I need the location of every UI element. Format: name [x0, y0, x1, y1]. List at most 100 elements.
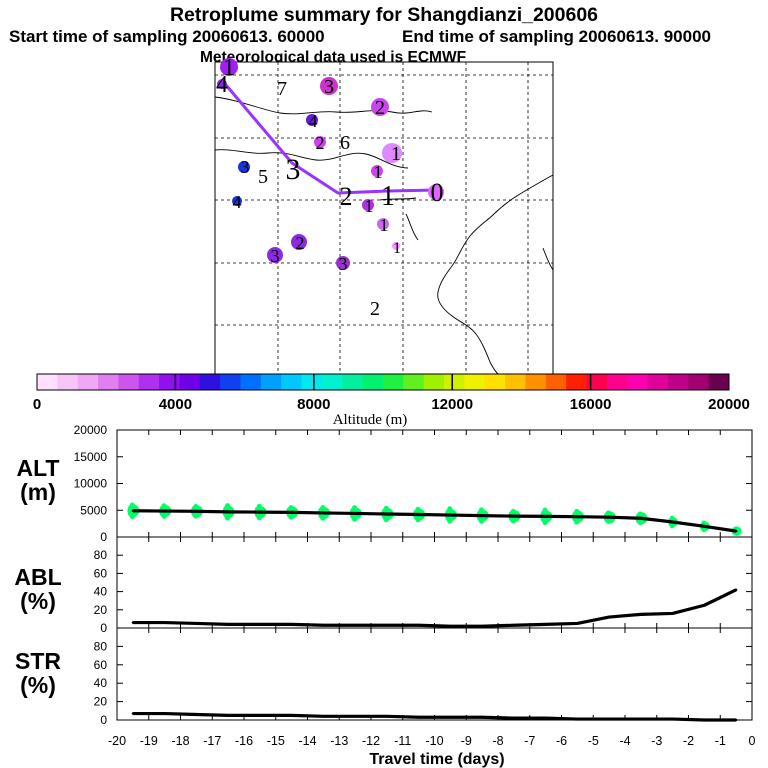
data-point [131, 509, 135, 512]
colorbar-cell [627, 374, 648, 390]
data-point [385, 512, 389, 516]
colorbar-cell [464, 374, 486, 390]
data-point [131, 712, 135, 715]
data-point [639, 613, 643, 616]
data-point [322, 624, 325, 627]
map-marker: 2 [370, 298, 380, 320]
data-point [544, 716, 547, 720]
alt-scatter-point [320, 505, 326, 511]
x-axis: -20 -19 -18 -17 -16 -15 -14 -13 -12 -11 -10 -9 -8 -7-… [108, 734, 756, 748]
y-tick-label: 0 [100, 530, 107, 544]
colorbar-cell [321, 374, 343, 390]
data-point [322, 715, 325, 718]
x-tick-label: -3 [651, 734, 662, 748]
map-marker: 3 [238, 157, 250, 177]
svg-text:4: 4 [216, 72, 228, 98]
y-tick-label: 20 [94, 695, 108, 709]
svg-text:4: 4 [309, 111, 318, 131]
map-marker: 6 [340, 132, 350, 154]
alt-panel: 20000 15000 10000 5000 0 [74, 423, 753, 544]
map-marker: 2 [371, 97, 389, 119]
y-tick-label: 15000 [74, 450, 108, 464]
y-tick-label: 80 [94, 548, 108, 562]
x-tick-label: -18 [171, 734, 189, 748]
alt-scatter-point [447, 506, 453, 512]
map-marker: 5 [258, 166, 268, 188]
map-marker: 4 [232, 192, 242, 212]
colorbar-cell [403, 374, 425, 390]
svg-text:1: 1 [223, 55, 235, 81]
colorbar-tick-label: 20000 [708, 396, 750, 413]
x-tick-label: -9 [461, 734, 472, 748]
end-time-text: End time of sampling 20060613. 90000 [402, 27, 711, 46]
altitude-colorbar: 0 4000 8000 12000 16000 20000 Altitude (m) [33, 373, 750, 428]
colorbar-cell [159, 374, 180, 390]
svg-text:1: 1 [374, 162, 383, 182]
str-ylabel-unit: (%) [20, 672, 56, 698]
data-point [544, 515, 547, 518]
trajectory-map: 1 4 7 3 2 4 2 6 1 3 5 3 1 2 1 0 4 1 1 2 … [214, 55, 554, 375]
svg-text:4: 4 [233, 192, 242, 212]
alt-scatter-point [574, 508, 580, 514]
alt-scatter-point [637, 511, 643, 517]
map-markers: 1 4 7 3 2 4 2 6 1 3 5 3 1 2 1 0 4 1 1 2 … [216, 55, 444, 320]
data-point [417, 624, 420, 627]
data-point [671, 612, 674, 615]
data-point [703, 604, 706, 607]
alt-scatter-point [479, 507, 485, 513]
alt-scatter-point [193, 504, 199, 510]
svg-text:1: 1 [380, 215, 389, 235]
x-tick-label: -6 [556, 734, 567, 748]
svg-text:1: 1 [365, 196, 374, 216]
svg-text:0: 0 [431, 178, 444, 207]
colorbar-cell [260, 374, 282, 390]
colorbar-tick-label: 0 [33, 396, 41, 413]
data-point [385, 624, 389, 627]
map-marker: 3 [267, 246, 283, 266]
colorbar-cell [505, 374, 526, 390]
map-marker: 4 [216, 72, 228, 98]
svg-text:3: 3 [339, 254, 348, 274]
str-ylabel: STR [15, 648, 61, 674]
data-point [353, 715, 357, 718]
x-tick-label: -20 [108, 734, 126, 748]
data-point [734, 588, 738, 591]
data-point [512, 514, 516, 518]
alt-scatter-point [225, 503, 231, 509]
data-point [258, 714, 262, 717]
data-point [480, 716, 484, 719]
data-point [163, 509, 166, 513]
alt-scatter-point [383, 505, 389, 511]
data-point [607, 717, 611, 721]
svg-text:1: 1 [393, 240, 401, 257]
colorbar-cell [240, 374, 262, 390]
colorbar-cell [118, 374, 140, 390]
map-marker: 0 [428, 178, 444, 207]
map-coastlines-borders [214, 96, 554, 375]
colorbar-cell [708, 374, 730, 390]
series-line-alt [132, 509, 737, 533]
colorbar-cell [383, 374, 404, 390]
time-series-panels: ALT (m) ABL (%) STR (%) 2000015000100005… [14, 423, 755, 768]
alt-scatter-point [510, 508, 516, 514]
colorbar-cell [545, 374, 567, 390]
colorbar-cell [179, 374, 201, 390]
y-tick-label: 40 [94, 585, 108, 599]
alt-ylabel-unit: (m) [20, 479, 56, 505]
data-point [734, 529, 738, 533]
x-tick-label: -19 [140, 734, 158, 748]
y-tick-label: 10000 [74, 477, 108, 491]
colorbar-cell [444, 374, 465, 390]
start-time-text: Start time of sampling 20060613. 60000 [9, 27, 325, 46]
data-point [290, 714, 293, 717]
map-marker: 1 [382, 143, 402, 165]
data-point [639, 717, 643, 721]
x-tick-label: -2 [683, 734, 694, 748]
svg-text:1: 1 [391, 143, 401, 165]
svg-text:6: 6 [340, 132, 350, 154]
data-point [703, 718, 706, 722]
data-point [607, 516, 611, 519]
alt-scatter-point [129, 502, 135, 508]
data-point [163, 621, 166, 624]
colorbar-tick-label: 16000 [570, 396, 612, 413]
